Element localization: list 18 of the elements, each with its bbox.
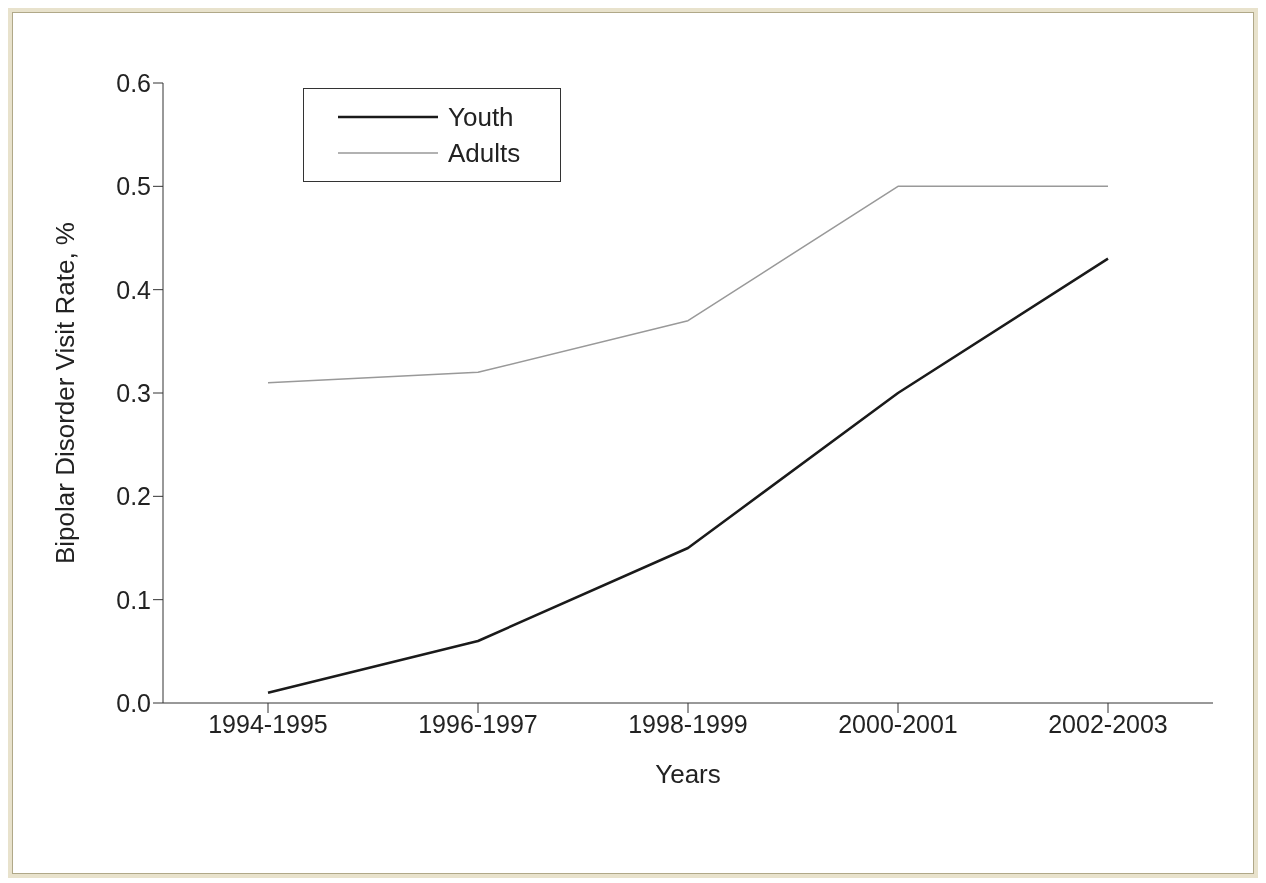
y-tick-label: 0.2 [116,482,151,511]
line-series [266,257,1110,694]
x-axis-title: Years [655,759,721,789]
legend-label: Youth [448,101,514,134]
x-tick-label: 1994-1995 [208,709,328,738]
y-tick-label: 0.0 [116,688,151,717]
legend-label: Adults [448,137,521,170]
x-tick-label: 1996-1997 [418,709,538,738]
y-tick-label: 0.1 [116,585,151,614]
y-tick-label: 0.5 [116,172,151,201]
y-axis-title: Bipolar Disorder Visit Rate, % [50,222,81,564]
x-tick-label: 2000-2001 [838,709,958,738]
line-series [267,185,1109,384]
y-tick-label: 0.3 [116,378,151,407]
x-tick-label: 1998-1999 [628,709,748,738]
y-tick-label: 0.6 [116,68,151,97]
x-tick-label: 2002-2003 [1048,709,1168,738]
y-tick-label: 0.4 [116,275,152,304]
